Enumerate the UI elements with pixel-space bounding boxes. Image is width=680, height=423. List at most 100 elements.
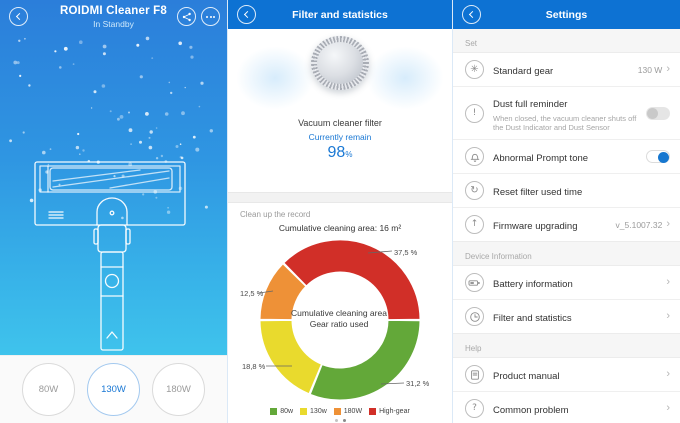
section-divider <box>228 192 452 203</box>
percent-label-80w: 31,2 % <box>406 379 430 388</box>
chevron-up-icon <box>106 331 118 339</box>
chevron-right-icon: › <box>666 310 670 322</box>
dust-full-reminder-toggle[interactable] <box>646 106 670 120</box>
donut-segment-80w <box>309 319 421 401</box>
glow-decoration <box>366 46 444 110</box>
record-section: Clean up the record Cumulative cleaning … <box>228 203 452 422</box>
device-title: ROIDMI Cleaner F8 <box>60 5 167 17</box>
device-panel: ROIDMI Cleaner F8 In Standby 80W 130W 180W <box>0 0 227 423</box>
legend-item-High-gear: High-gear <box>369 408 410 415</box>
chevron-right-icon: › <box>666 63 670 75</box>
chevron-left-icon <box>15 12 24 21</box>
share-icon <box>182 12 191 21</box>
filter-name: Vacuum cleaner filter <box>298 118 382 128</box>
filter-image <box>311 36 369 90</box>
glow-decoration <box>236 46 314 110</box>
chart-title: Cumulative cleaning area: 16 m² <box>278 223 402 233</box>
legend-item-130w: 130w <box>300 408 327 415</box>
share-button[interactable] <box>177 7 196 26</box>
fan-icon: ✳ <box>465 60 484 79</box>
row-label: Reset filter used time <box>493 186 583 198</box>
settings-row-common-problem[interactable]: ? Common problem › <box>453 391 680 423</box>
row-label: Common problem <box>493 404 569 416</box>
chevron-left-icon <box>468 10 477 19</box>
chevron-right-icon: › <box>666 402 670 414</box>
donut-chart: Cumulative cleaning area Gear ratio used… <box>228 236 452 406</box>
percent-label-180W: 12,5 % <box>240 289 264 298</box>
row-label: Standard gear <box>493 65 554 77</box>
row-subtitle: When closed, the vacuum cleaner shuts of… <box>493 114 637 132</box>
section-label-set: Set <box>465 39 478 48</box>
remain-label: Currently remain <box>308 132 372 142</box>
exclamation-icon: ! <box>465 103 484 123</box>
percent-label-130w: 18,8 % <box>242 362 266 371</box>
page-indicator <box>228 419 452 422</box>
settings-row-filter-and-statistics[interactable]: Filter and statistics › <box>453 299 680 333</box>
chevron-left-icon <box>243 10 252 19</box>
chart-legend: 80w 130w 180W High-gear <box>228 408 452 415</box>
filter-statistics-panel: Filter and statistics Vacuum cleaner fil… <box>227 0 453 423</box>
chevron-right-icon: › <box>666 368 670 380</box>
gear-button-80w[interactable]: 80W <box>22 363 75 416</box>
row-label: Product manual <box>493 370 560 382</box>
legend-swatch <box>369 408 377 415</box>
section-label-device-information: Device Information <box>465 252 532 261</box>
settings-list: Set ✳ Standard gear 130 W ›! Dust full remi… <box>453 29 680 423</box>
legend-item-80w: 80w <box>270 408 293 415</box>
settings-row-standard-gear[interactable]: ✳ Standard gear 130 W › <box>453 53 680 86</box>
settings-row-dust-full-reminder[interactable]: ! Dust full reminder When closed, the vac… <box>453 86 680 139</box>
upload-icon: ↑ <box>465 215 484 234</box>
row-label: Abnormal Prompt tone <box>493 152 589 164</box>
settings-row-firmware-upgrading[interactable]: ↑ Firmware upgrading v_5.1007.32 › <box>453 207 680 241</box>
filter-appbar: Filter and statistics <box>228 0 452 29</box>
row-label: Firmware upgrading <box>493 220 578 232</box>
donut-center-label: Cumulative cleaning area Gear ratio used <box>291 308 387 329</box>
more-icon <box>206 15 215 18</box>
record-section-title: Clean up the record <box>240 210 311 219</box>
percent-label-High-gear: 37,5 % <box>394 248 418 257</box>
manual-icon <box>465 365 484 384</box>
chevron-right-icon: › <box>666 276 670 288</box>
settings-row-reset-filter-used-time[interactable]: ↻ Reset filter used time <box>453 173 680 207</box>
page-title: Settings <box>545 8 588 21</box>
page-title: Filter and statistics <box>292 8 388 21</box>
donut-segment-High-gear <box>283 239 421 321</box>
bell-icon <box>465 147 484 166</box>
legend-swatch <box>300 408 308 415</box>
section-label-help: Help <box>465 344 482 353</box>
settings-row-abnormal-prompt-tone[interactable]: Abnormal Prompt tone <box>453 139 680 173</box>
donut-segment-180W <box>259 263 307 321</box>
row-label: Dust full reminder <box>493 99 568 110</box>
back-button[interactable] <box>237 5 256 24</box>
gear-button-180w[interactable]: 180W <box>152 363 205 416</box>
clock-icon <box>465 307 484 326</box>
reset-icon: ↻ <box>465 181 484 200</box>
gear-selector: 80W 130W 180W <box>0 355 227 423</box>
row-label: Filter and statistics <box>493 312 572 324</box>
row-value: 130 W <box>637 64 663 75</box>
back-button[interactable] <box>462 5 481 24</box>
more-button[interactable] <box>201 7 220 26</box>
device-status: In Standby <box>93 19 134 29</box>
legend-item-180W: 180W <box>333 408 362 415</box>
settings-row-product-manual[interactable]: Product manual › <box>453 358 680 391</box>
device-header: ROIDMI Cleaner F8 In Standby <box>0 0 227 38</box>
gear-button-130w[interactable]: 130W <box>87 363 140 416</box>
legend-swatch <box>270 408 278 415</box>
settings-row-battery-information[interactable]: Battery information › <box>453 266 680 299</box>
legend-swatch <box>333 408 341 415</box>
settings-appbar: Settings <box>453 0 680 29</box>
battery-icon <box>465 273 484 292</box>
filter-hero: Vacuum cleaner filter Currently remain 9… <box>228 36 452 192</box>
back-button[interactable] <box>9 7 28 26</box>
abnormal-prompt-tone-toggle[interactable] <box>646 150 670 163</box>
remain-percent: 98% <box>327 144 353 161</box>
chevron-right-icon: › <box>666 218 670 230</box>
row-label: Battery information <box>493 278 573 290</box>
vacuum-illustration <box>34 161 186 351</box>
row-value: v_5.1007.32 <box>615 219 663 230</box>
settings-panel: Settings Set ✳ Standard gear 130 W ›! Dust … <box>453 0 680 423</box>
donut-segment-130w <box>259 319 323 395</box>
question-icon: ? <box>465 399 484 418</box>
